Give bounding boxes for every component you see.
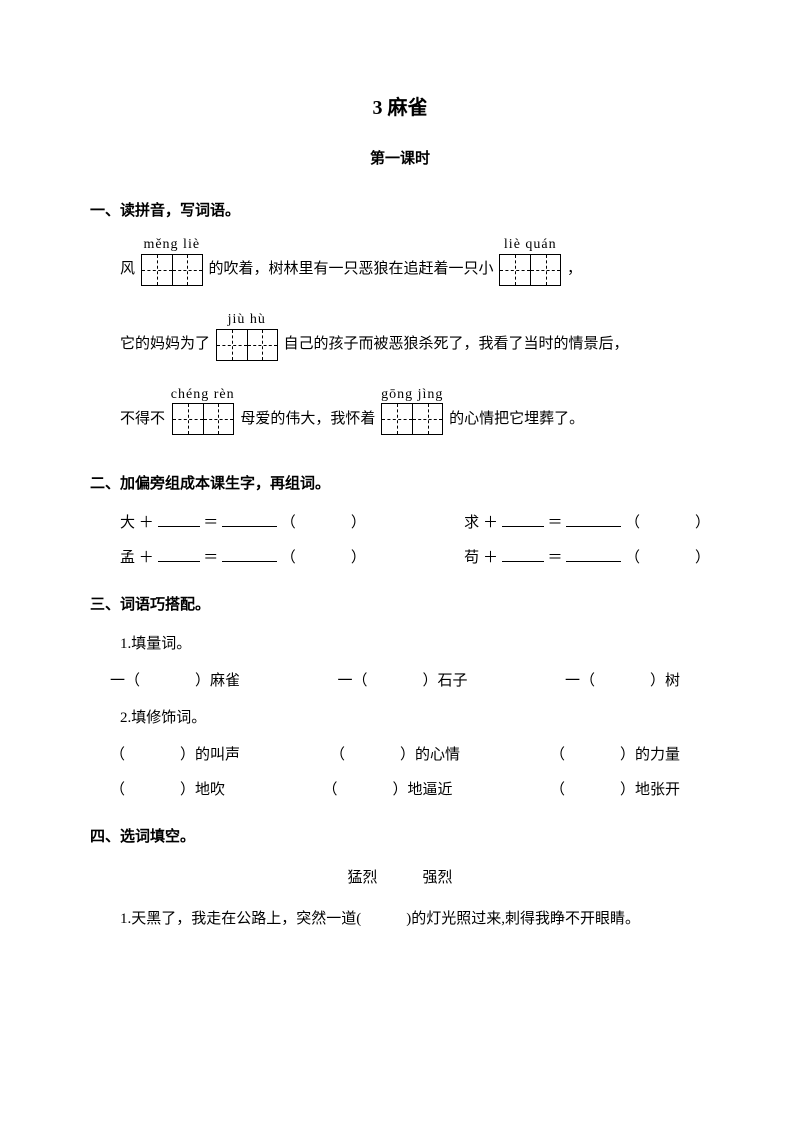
- doc-title: 3 麻雀: [90, 90, 710, 126]
- t: 一（: [337, 673, 367, 689]
- t: ）地逼近: [393, 782, 453, 798]
- char-boxes[interactable]: [216, 329, 278, 361]
- blank[interactable]: [158, 546, 200, 562]
- text: 它的妈妈为了: [120, 336, 210, 352]
- plus: ＋: [483, 515, 498, 531]
- pinyin-box-3[interactable]: jiù hù: [216, 312, 278, 377]
- base-char: 苟: [464, 550, 479, 566]
- char-boxes[interactable]: [381, 403, 443, 435]
- equals: ＝: [547, 515, 562, 531]
- text: 的吹着，树林里有一只恶狼在追赶着一只小: [209, 261, 494, 277]
- t: （: [110, 747, 125, 763]
- item: （ ）的力量: [550, 742, 680, 769]
- pinyin-box-2[interactable]: liè quán: [499, 237, 561, 302]
- blank[interactable]: [566, 511, 621, 527]
- t: （: [110, 782, 125, 798]
- blank[interactable]: [566, 546, 621, 562]
- section4-heading: 四、选词填空。: [90, 824, 710, 851]
- section2-heading: 二、加偏旁组成本课生字，再组词。: [90, 471, 710, 498]
- section3-heading: 三、词语巧搭配。: [90, 592, 710, 619]
- eq-item: 求 ＋ ＝ （）: [464, 510, 710, 537]
- item: （ ）的叫声: [110, 742, 240, 769]
- equals: ＝: [203, 550, 218, 566]
- pinyin: liè quán: [499, 237, 561, 254]
- s3-sub2: 2.填修饰词。: [120, 705, 710, 732]
- s3-row-mod1: （ ）的叫声 （ ）的心情 （ ）的力量: [110, 742, 710, 769]
- pinyin: chéng rèn: [171, 387, 235, 404]
- eq-item: 苟 ＋ ＝ （）: [464, 545, 710, 572]
- pinyin: gōng jìng: [381, 387, 443, 404]
- item: （ ）地吹: [110, 777, 225, 804]
- s4-q1: 1.天黑了，我走在公路上，突然一道( )的灯光照过来,刺得我睁不开眼睛。: [120, 906, 710, 933]
- t: ）地张开: [620, 782, 680, 798]
- t: （: [322, 782, 337, 798]
- s3-row-measure: 一（ ）麻雀 一（ ）石子 一（ ）树: [110, 668, 710, 695]
- char-boxes[interactable]: [141, 254, 203, 286]
- text: ，: [567, 261, 582, 277]
- s2-row1: 大 ＋ ＝ （） 求 ＋ ＝ （）: [120, 510, 710, 537]
- s1-line2: 它的妈妈为了 jiù hù 自己的孩子而被恶狼杀死了，我看了当时的情景后，: [120, 312, 710, 377]
- pinyin-box-4[interactable]: chéng rèn: [171, 387, 235, 452]
- text: 不得不: [120, 410, 165, 426]
- pinyin-box-1[interactable]: měng liè: [141, 237, 203, 302]
- blank[interactable]: [158, 511, 200, 527]
- blank[interactable]: [222, 546, 277, 562]
- t: （: [550, 747, 565, 763]
- item: （ ）的心情: [330, 742, 460, 769]
- s2-row2: 孟 ＋ ＝ （） 苟 ＋ ＝ （）: [120, 545, 710, 572]
- text: 风: [120, 261, 135, 277]
- t: ）的力量: [620, 747, 680, 763]
- base-char: 孟: [120, 550, 135, 566]
- equals: ＝: [203, 515, 218, 531]
- eq-item: 孟 ＋ ＝ （）: [120, 545, 366, 572]
- item: 一（ ）石子: [337, 668, 467, 695]
- t: ）地吹: [180, 782, 225, 798]
- t: ）树: [650, 673, 680, 689]
- t: （: [330, 747, 345, 763]
- pinyin: jiù hù: [216, 312, 278, 329]
- item: （ ）地张开: [550, 777, 680, 804]
- char-boxes[interactable]: [499, 254, 561, 286]
- item: 一（ ）麻雀: [110, 668, 240, 695]
- t: 一（: [565, 673, 595, 689]
- item: 一（ ）树: [565, 668, 680, 695]
- plus: ＋: [483, 550, 498, 566]
- base-char: 求: [464, 515, 479, 531]
- page: 3 麻雀 第一课时 一、读拼音，写词语。 风 měng liè 的吹着，树林里有…: [0, 0, 800, 1003]
- t: ）石子: [423, 673, 468, 689]
- eq-item: 大 ＋ ＝ （）: [120, 510, 366, 537]
- t: （: [550, 782, 565, 798]
- text: 自己的孩子而被恶狼杀死了，我看了当时的情景后，: [284, 336, 629, 352]
- text: 的心情把它埋葬了。: [449, 410, 584, 426]
- blank[interactable]: [502, 546, 544, 562]
- t: 一（: [110, 673, 140, 689]
- base-char: 大: [120, 515, 135, 531]
- t: ）麻雀: [195, 673, 240, 689]
- t: ）的叫声: [180, 747, 240, 763]
- pinyin-box-5[interactable]: gōng jìng: [381, 387, 443, 452]
- text: 母爱的伟大，我怀着: [240, 410, 375, 426]
- s3-row-mod2: （ ）地吹 （ ）地逼近 （ ）地张开: [110, 777, 710, 804]
- doc-subtitle: 第一课时: [90, 146, 710, 173]
- s1-line3: 不得不 chéng rèn 母爱的伟大，我怀着 gōng jìng 的心情把它埋…: [120, 387, 710, 452]
- item: （ ）地逼近: [322, 777, 452, 804]
- pinyin: měng liè: [141, 237, 203, 254]
- s1-line1: 风 měng liè 的吹着，树林里有一只恶狼在追赶着一只小 liè quán …: [120, 237, 710, 302]
- section1-heading: 一、读拼音，写词语。: [90, 198, 710, 225]
- word-bank: 猛烈 强烈: [90, 865, 710, 892]
- plus: ＋: [139, 515, 154, 531]
- t: ）的心情: [400, 747, 460, 763]
- equals: ＝: [547, 550, 562, 566]
- plus: ＋: [139, 550, 154, 566]
- blank[interactable]: [222, 511, 277, 527]
- s3-sub1: 1.填量词。: [120, 631, 710, 658]
- char-boxes[interactable]: [172, 403, 234, 435]
- blank[interactable]: [502, 511, 544, 527]
